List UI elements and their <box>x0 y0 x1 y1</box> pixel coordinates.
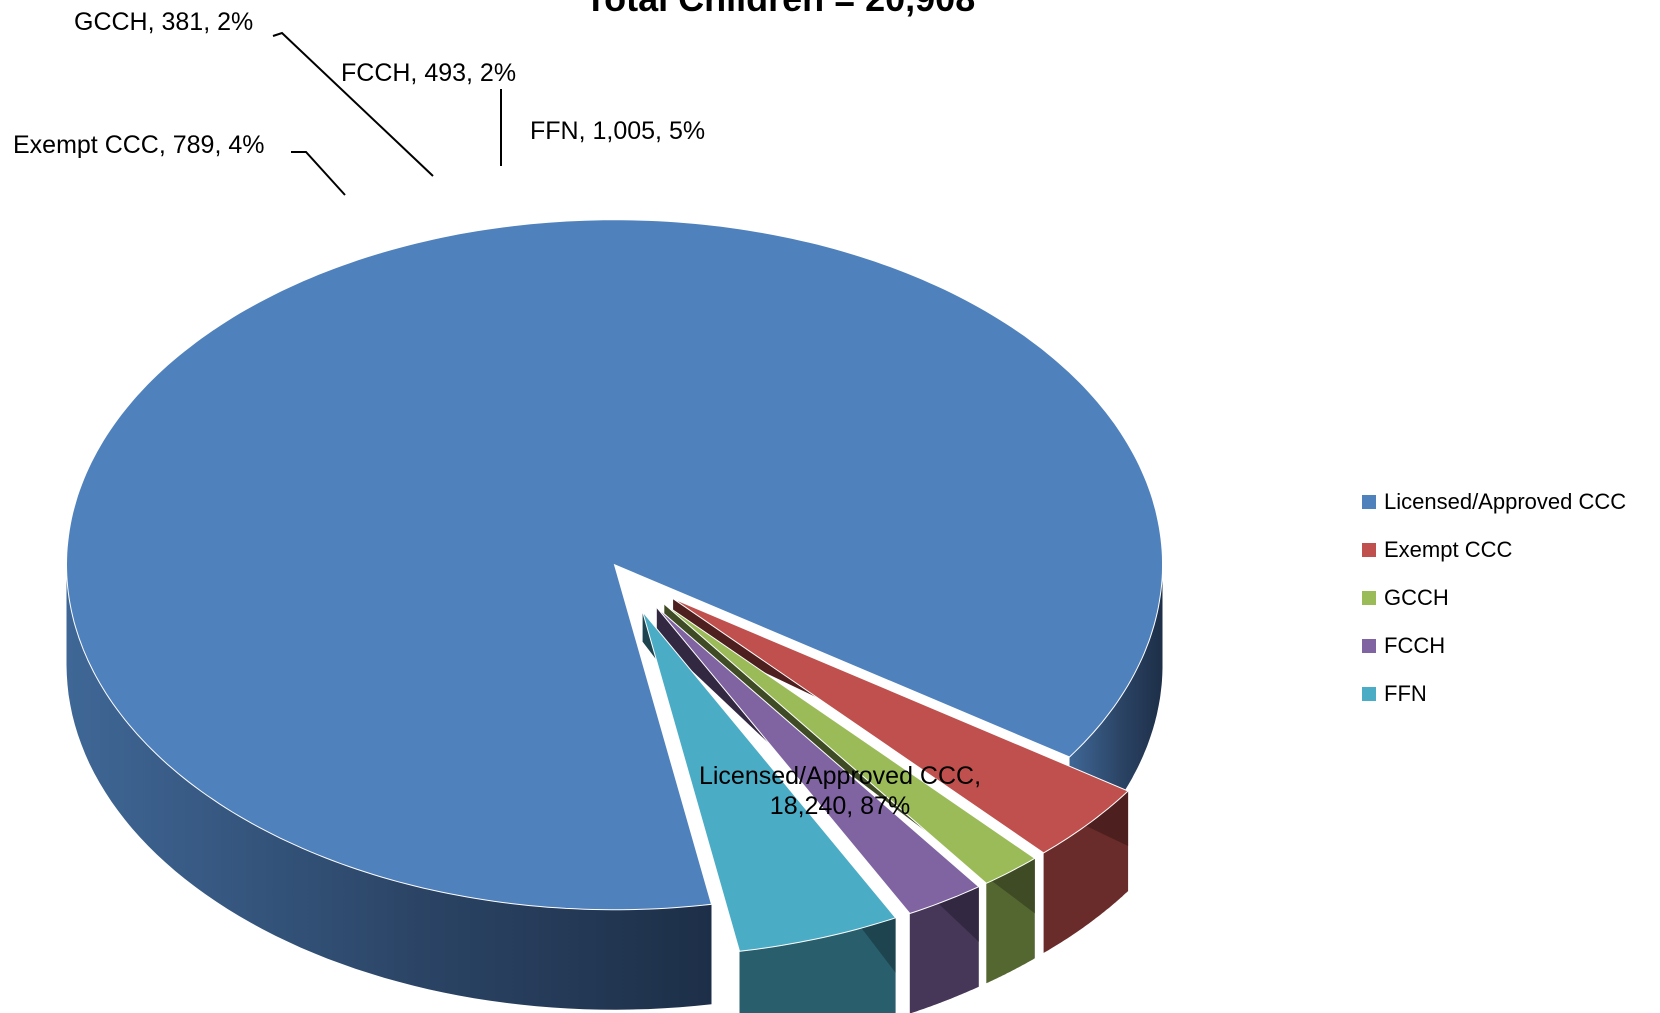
legend-item-ffn: FFN <box>1362 670 1652 718</box>
legend: Licensed/Approved CCC Exempt CCC GCCH FC… <box>1362 478 1652 718</box>
legend-label: Exempt CCC <box>1384 537 1513 562</box>
data-label-licensed-approved-ccc: Licensed/Approved CCC, 18,240, 87% <box>640 761 1040 821</box>
legend-item-licensed-approved-ccc: Licensed/Approved CCC <box>1362 478 1652 526</box>
pie-slice-exempt-ccc <box>672 598 1130 854</box>
legend-swatch-licensed-approved-ccc <box>1362 495 1376 509</box>
chart-title: Total Children = 20,908 <box>380 0 1180 20</box>
leader-line-exempt <box>291 151 346 196</box>
pie-slice-licensed-approved-ccc <box>65 219 1163 911</box>
legend-label: Licensed/Approved CCC <box>1384 489 1627 514</box>
legend-label: FCCH <box>1384 633 1446 658</box>
data-label-gcch: GCCH, 381, 2% <box>74 8 254 36</box>
legend-label: GCCH <box>1384 585 1449 610</box>
legend-item-exempt-ccc: Exempt CCC <box>1362 526 1652 574</box>
legend-swatch-gcch <box>1362 591 1376 605</box>
data-label-exempt-ccc: Exempt CCC, 789, 4% <box>13 131 265 159</box>
legend-label: FFN <box>1384 681 1427 706</box>
legend-swatch-ffn <box>1362 687 1376 701</box>
leader-lines <box>272 31 502 196</box>
pie-slice-fcch <box>656 607 980 915</box>
pie-slice-gcch <box>663 603 1036 884</box>
pie-side-ffn <box>739 917 896 1013</box>
legend-swatch-fcch <box>1362 639 1376 653</box>
legend-item-gcch: GCCH <box>1362 574 1652 622</box>
data-label-licensed-line1: Licensed/Approved CCC, <box>698 762 982 790</box>
pie-tops <box>65 219 1163 952</box>
legend-item-fcch: FCCH <box>1362 622 1652 670</box>
pie-side-licensed-approved-ccc <box>66 564 712 1010</box>
leader-line-gcch <box>272 31 434 177</box>
data-label-licensed-line2: 18,240, 87% <box>769 792 911 820</box>
data-label-ffn: FFN, 1,005, 5% <box>530 117 706 145</box>
legend-swatch-exempt-ccc <box>1362 543 1376 557</box>
data-label-fcch: FCCH, 493, 2% <box>341 59 517 87</box>
pie-slice-ffn <box>642 611 897 952</box>
